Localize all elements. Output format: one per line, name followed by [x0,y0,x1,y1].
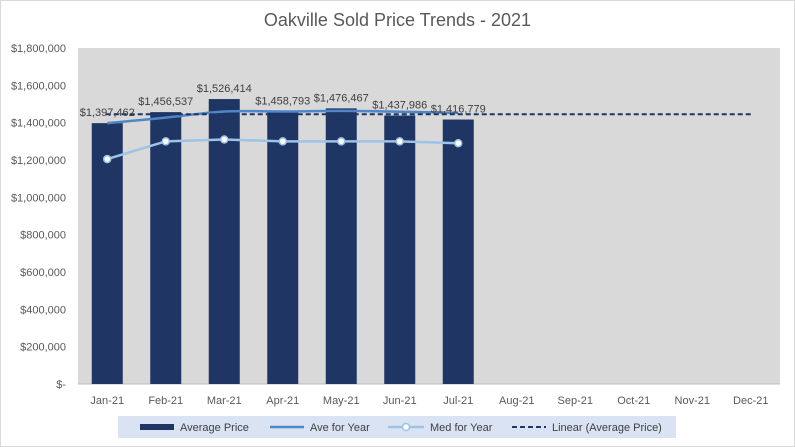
y-tick-label: $1,600,000 [11,80,66,92]
x-tick-label: May-21 [323,395,360,407]
data-label: $1,526,414 [197,83,252,95]
bar-average-price [442,119,474,385]
y-tick-label: $- [56,379,66,391]
bar-average-price [325,108,357,385]
y-tick-label: $1,200,000 [11,155,66,167]
legend-label: Ave for Year [310,422,370,434]
data-label: $1,416,779 [431,104,486,116]
x-tick-label: Apr-21 [266,395,299,407]
data-label: $1,458,793 [255,96,310,108]
marker-med-for-year [395,137,404,146]
marker-med-for-year [337,137,346,146]
plot-area [78,48,780,384]
legend-swatch-average-price [140,424,174,430]
bar-average-price [267,111,299,385]
y-tick-label: $600,000 [20,267,66,279]
bar-average-price [150,112,182,384]
y-tick-label: $1,800,000 [11,43,66,55]
marker-med-for-year [220,135,229,144]
x-tick-label: Sep-21 [558,395,593,407]
marker-med-for-year [161,137,170,146]
legend-label: Linear (Average Price) [552,422,662,434]
bar-average-price [384,115,416,385]
x-tick-label: Nov-21 [675,395,710,407]
y-tick-label: $1,400,000 [11,118,66,130]
data-label: $1,437,986 [372,100,427,112]
x-tick-label: Jun-21 [383,395,417,407]
x-tick-label: Aug-21 [499,395,534,407]
bar-average-price [91,123,123,384]
marker-med-for-year [454,138,463,148]
x-tick-label: Jul-21 [443,395,473,407]
y-tick-label: $400,000 [20,304,66,316]
y-tick-label: $200,000 [20,342,66,354]
chart-title: Oakville Sold Price Trends - 2021 [263,10,532,30]
data-label: $1,476,467 [314,92,369,104]
marker-med-for-year [103,154,112,164]
marker-med-for-year [278,137,287,146]
x-tick-label: Dec-21 [733,395,768,407]
legend-label: Average Price [180,422,249,434]
line-ave-for-year [107,109,459,125]
x-tick-label: Feb-21 [148,395,183,407]
y-tick-label: $1,000,000 [11,192,66,204]
x-tick-label: Oct-21 [617,395,650,407]
data-label: $1,456,537 [138,96,193,108]
x-tick-label: Jan-21 [90,395,124,407]
legend-label: Med for Year [430,422,493,434]
y-tick-label: $800,000 [20,230,66,242]
x-tick-label: Mar-21 [207,395,242,407]
bar-average-price [208,99,240,384]
legend-marker-med-for-year [401,422,411,432]
data-label: $1,397,462 [80,107,135,119]
